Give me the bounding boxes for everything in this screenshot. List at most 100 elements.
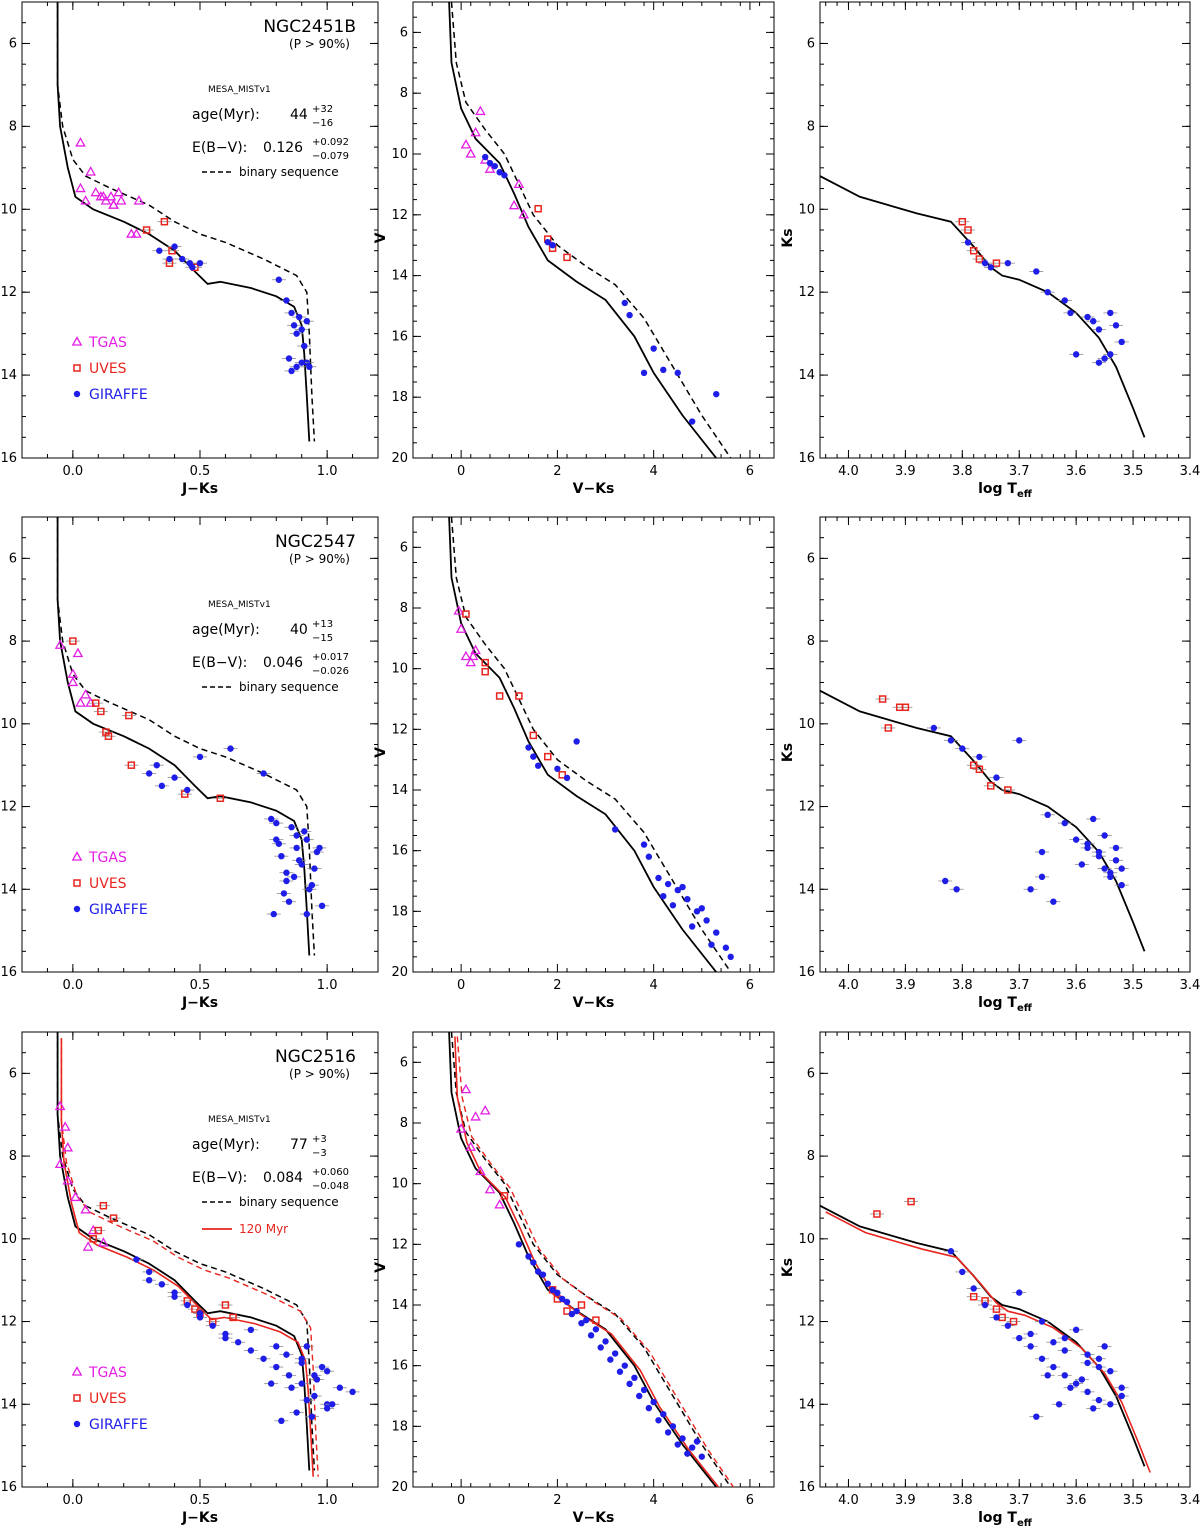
curves-group (820, 1204, 1151, 1473)
point-giraffe (640, 1386, 648, 1394)
y-tick-label: 12 (0, 1315, 17, 1330)
point-giraffe (298, 1380, 305, 1387)
point-giraffe (1084, 1388, 1091, 1396)
age-value: 44 (290, 107, 308, 123)
point-giraffe (669, 902, 677, 909)
point-giraffe (280, 890, 288, 897)
x-tick-label: 3.6 (1066, 1493, 1087, 1508)
isochrone-120myr-line (825, 1211, 1151, 1473)
point-giraffe (660, 1411, 667, 1418)
x-tick-label: 0.5 (190, 464, 211, 479)
isochrone-line (820, 1204, 1146, 1467)
point-giraffe (285, 355, 293, 362)
legend-marker-tgas (71, 1366, 83, 1376)
point-giraffe (1112, 857, 1120, 864)
point-giraffe (1101, 865, 1108, 872)
point-giraffe (323, 1405, 331, 1412)
probability-cut: (P > 90%) (289, 552, 350, 566)
point-giraffe (583, 1316, 590, 1324)
point-giraffe (268, 815, 275, 823)
y-tick-label: 14 (0, 882, 17, 897)
point-giraffe (306, 363, 313, 370)
point-tgas (75, 137, 86, 147)
age-err-lo: −16 (312, 118, 333, 129)
point-tgas (513, 178, 525, 189)
x-axis-label: J−Ks (181, 481, 218, 497)
axes-frame (412, 1031, 775, 1488)
point-giraffe (987, 264, 994, 271)
point-giraffe (568, 1310, 576, 1318)
x-tick-label: 3.5 (1123, 1493, 1144, 1508)
point-giraffe (171, 1293, 178, 1300)
point-uves (89, 1235, 97, 1243)
legend-label-uves: UVES (89, 361, 127, 377)
point-giraffe (298, 1355, 305, 1362)
y-tick-label: 16 (0, 1480, 17, 1495)
y-tick-label: 12 (391, 722, 408, 737)
point-giraffe (544, 1280, 551, 1287)
x-tick-label: 3.7 (1009, 1493, 1030, 1508)
point-tgas (455, 1123, 467, 1133)
point-giraffe (684, 896, 691, 903)
legend-label-tgas: TGAS (88, 1365, 127, 1381)
y-tick-label: 14 (0, 368, 17, 383)
y-tick-label: 12 (0, 285, 17, 300)
ebv-err-lo: −0.048 (312, 1181, 349, 1192)
ebv-err-up: +0.060 (312, 1167, 349, 1178)
points-group (453, 605, 734, 961)
panel-NGC2516-V: 0 2 4 6 6 8 10 12 14 16 18 20 V−Ks V (373, 1031, 775, 1526)
point-tgas (460, 650, 472, 661)
age-label: age(Myr): (192, 1137, 260, 1153)
x-tick-label: 3.5 (1123, 978, 1144, 993)
point-tgas (115, 195, 127, 205)
point-tgas (75, 697, 86, 707)
y-tick-label: 12 (391, 1237, 408, 1252)
y-tick-label: 18 (391, 390, 408, 405)
point-giraffe (491, 162, 499, 170)
legend-marker-giraffe (73, 1420, 81, 1428)
curves-group (448, 517, 732, 972)
point-giraffe (273, 819, 280, 827)
point-giraffe (1038, 1355, 1046, 1362)
point-giraffe (698, 1453, 705, 1460)
point-giraffe (1072, 351, 1080, 358)
x-tick-label: 3.7 (1009, 464, 1030, 479)
point-tgas (70, 1191, 81, 1202)
binary-sequence-line (56, 2, 316, 442)
points-group (955, 217, 1129, 366)
point-giraffe (303, 1396, 310, 1404)
point-giraffe (301, 828, 308, 835)
point-tgas (62, 1175, 74, 1185)
point-giraffe (268, 1380, 275, 1387)
panel-NGC2516-K: 4.0 3.9 3.8 3.7 3.6 3.5 3.4 6 8 10 12 14 16 log Teff K… (780, 1031, 1200, 1529)
point-tgas (460, 1083, 472, 1094)
axes-frame (412, 1, 775, 459)
point-uves (97, 707, 105, 716)
curves-group (820, 175, 1146, 438)
x-tick-label: 0.0 (63, 464, 84, 479)
cluster-name: NGC2516 (275, 1047, 356, 1067)
points-group (460, 105, 720, 425)
ebv-label: E(B−V): (192, 655, 247, 671)
point-giraffe (964, 239, 972, 246)
point-tgas (470, 1111, 481, 1121)
point-giraffe (1118, 865, 1125, 872)
point-giraffe (611, 1350, 619, 1357)
y-tick-label: 10 (798, 717, 815, 732)
age120-legend-label: 120 Myr (239, 1222, 288, 1236)
x-tick-label: 3.4 (1180, 978, 1200, 993)
binary-120myr-line (456, 1036, 735, 1487)
point-giraffe (1078, 861, 1086, 868)
x-axis-label-sub: eff (1017, 489, 1033, 500)
point-giraffe (158, 1281, 166, 1288)
y-tick-label: 6 (9, 36, 17, 51)
ebv-value: 0.126 (263, 140, 303, 156)
y-tick-label: 14 (798, 1397, 815, 1412)
point-giraffe (640, 841, 648, 848)
point-giraffe (1061, 1347, 1068, 1354)
point-giraffe (1038, 848, 1046, 856)
point-giraffe (1101, 1343, 1108, 1350)
point-giraffe (534, 1268, 542, 1275)
point-tgas (126, 228, 137, 238)
x-tick-label: 4.0 (838, 1493, 859, 1508)
